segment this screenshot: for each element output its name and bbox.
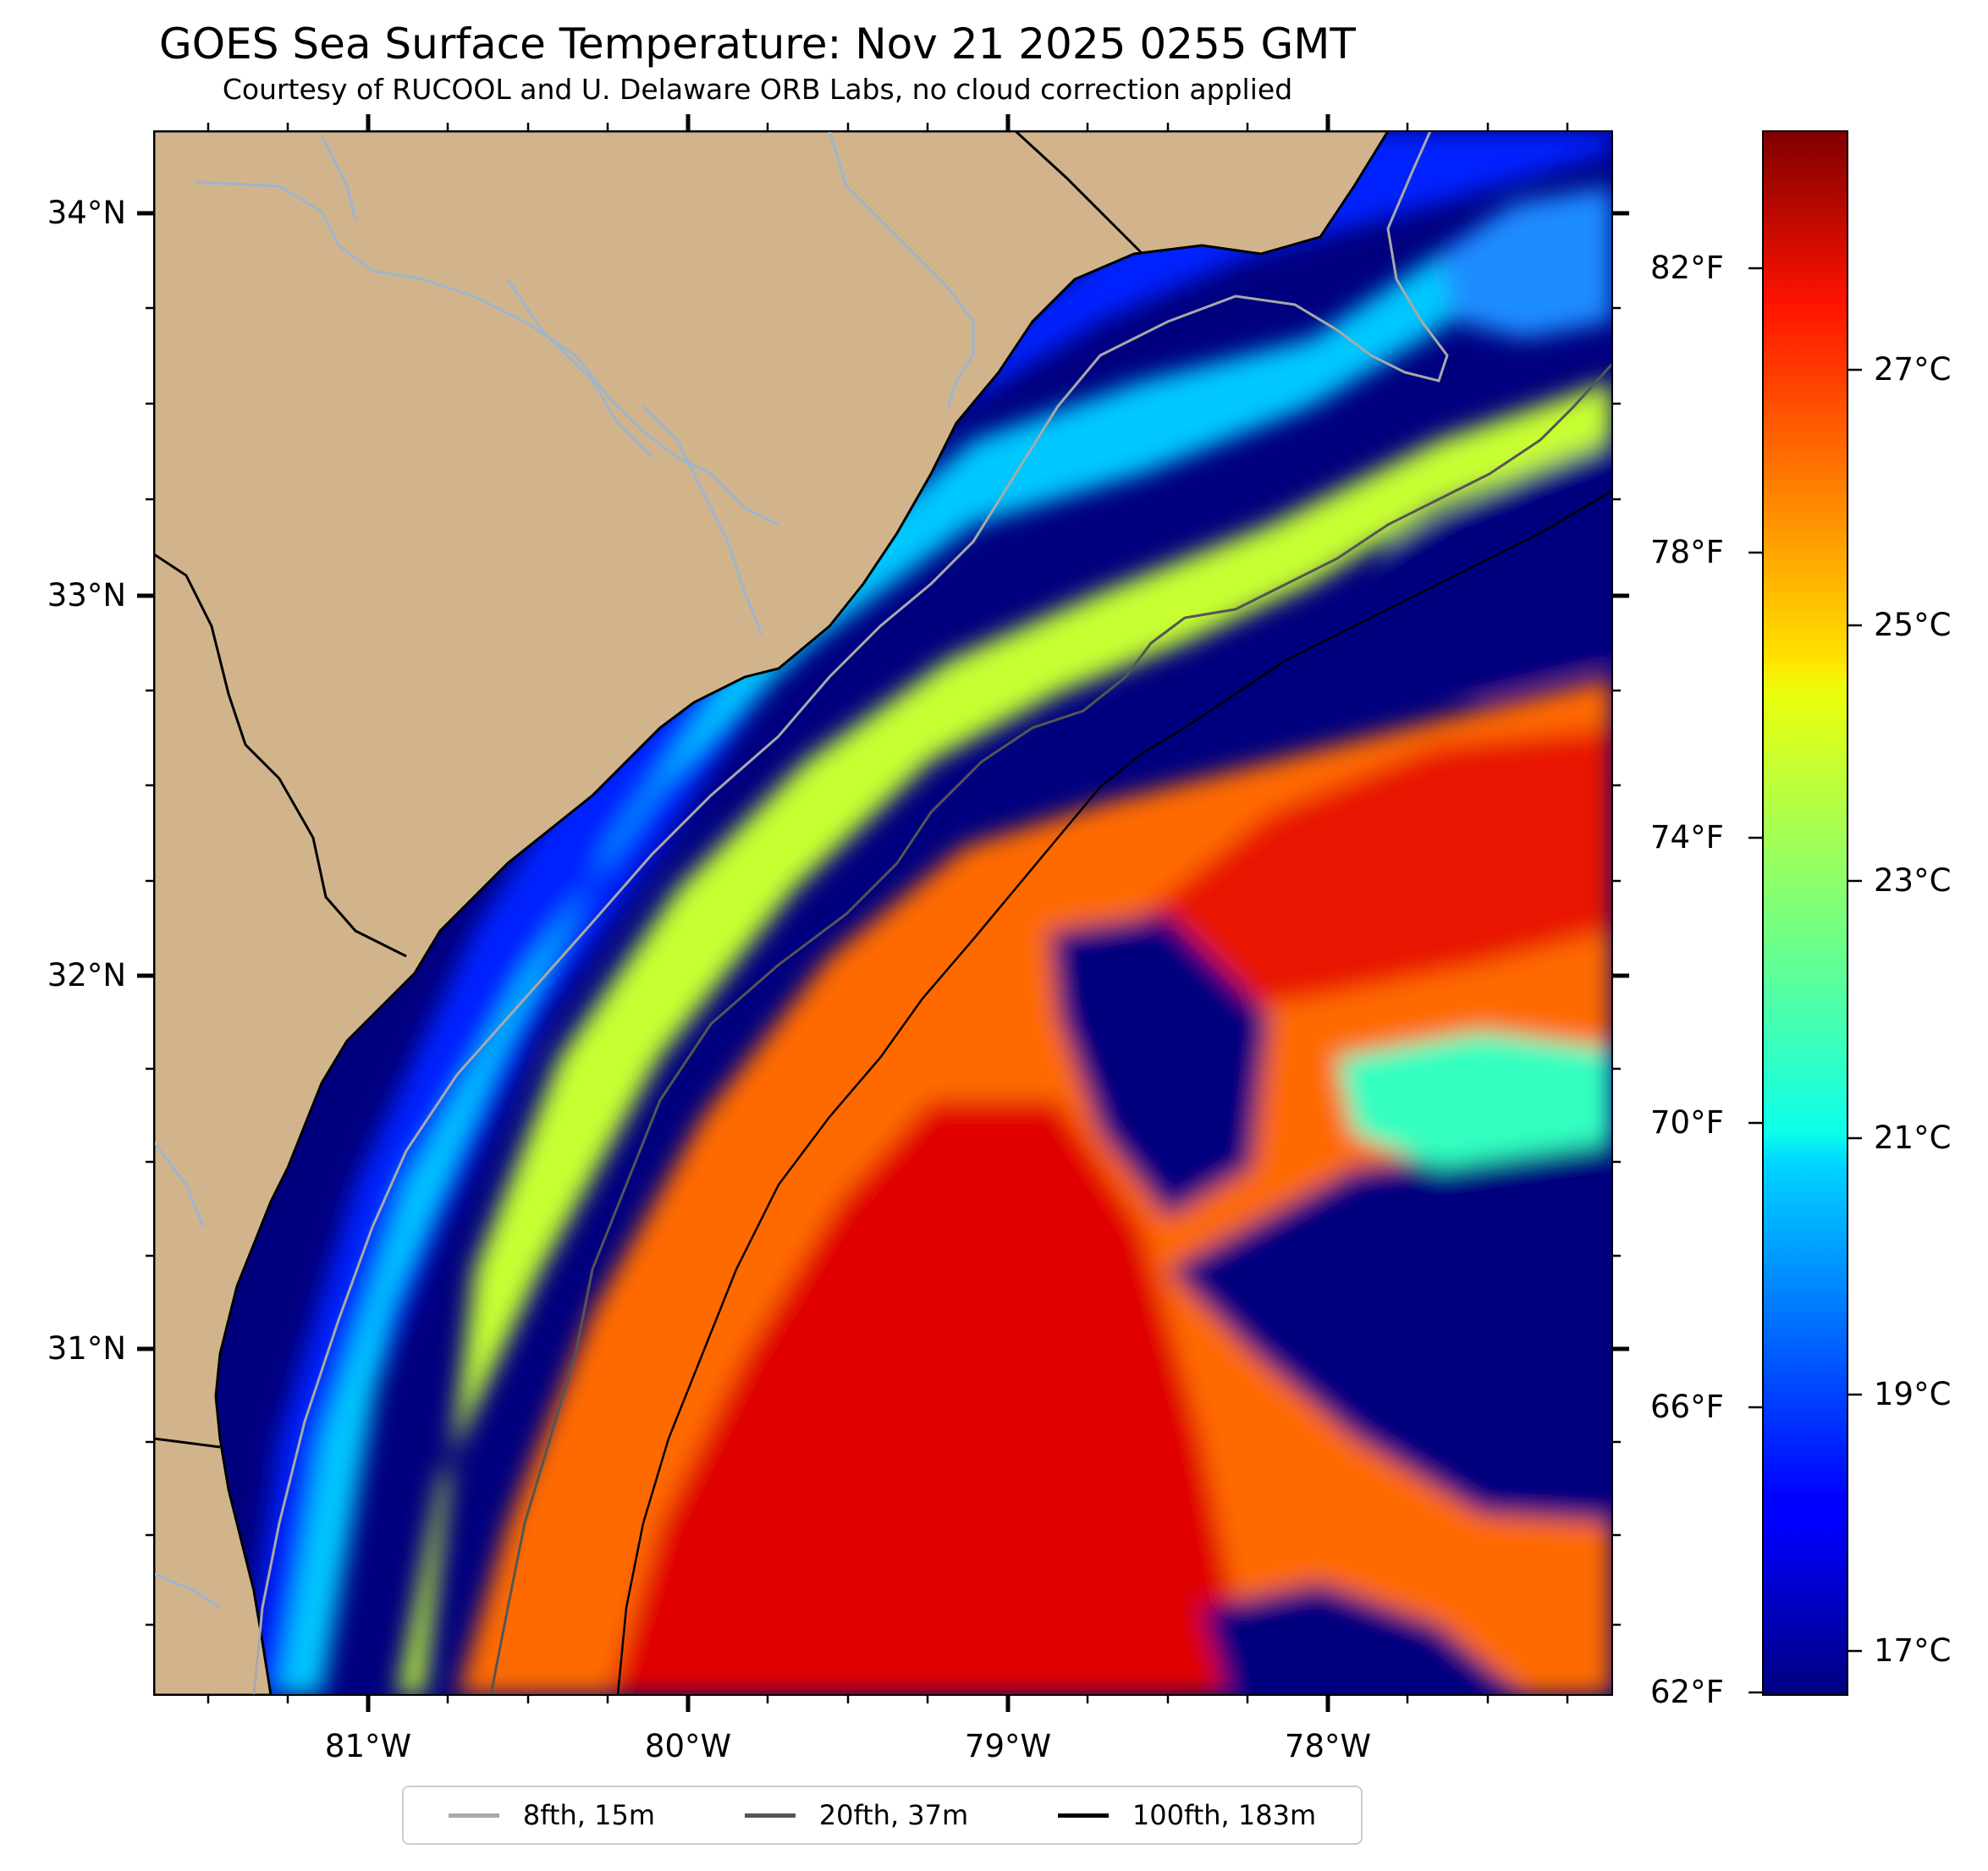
land-mass xyxy=(154,131,1390,1695)
legend-item-8fth: 8fth, 15m xyxy=(448,1799,655,1831)
chart-subtitle: Courtesy of RUCOOL and U. Delaware ORB L… xyxy=(222,73,1293,106)
colorbar-label-74f: 74°F xyxy=(1650,819,1724,856)
legend-item-20fth: 20fth, 37m xyxy=(744,1799,969,1831)
minor-ticks xyxy=(146,123,1621,1703)
legend-swatch-100fth xyxy=(1057,1813,1109,1818)
isobath-100fth xyxy=(616,489,1612,1695)
isobath-8fth xyxy=(252,131,1449,1695)
colorbar-label-62f: 62°F xyxy=(1650,1674,1724,1710)
sst-field xyxy=(245,131,1612,1695)
colorbar xyxy=(1762,130,1848,1696)
legend-item-100fth: 100fth, 183m xyxy=(1057,1799,1317,1831)
rivers xyxy=(154,131,975,1610)
lon-label-80: 80°W xyxy=(644,1728,732,1764)
colorbar-label-78f: 78°F xyxy=(1650,534,1724,570)
legend-label-20fth: 20fth, 37m xyxy=(818,1799,969,1831)
colorbar-label-25c: 25°C xyxy=(1874,607,1952,643)
colorbar-label-66f: 66°F xyxy=(1650,1389,1724,1425)
lat-label-31: 31°N xyxy=(47,1330,126,1367)
isobath-20fth xyxy=(489,362,1612,1695)
lat-label-32: 32°N xyxy=(47,957,126,993)
colorbar-label-82f: 82°F xyxy=(1650,250,1724,286)
colorbar-label-27c: 27°C xyxy=(1874,351,1952,388)
lat-label-33: 33°N xyxy=(47,577,126,614)
legend-swatch-8fth xyxy=(448,1813,499,1818)
major-ticks xyxy=(137,114,1629,1712)
colorbar-label-19c: 19°C xyxy=(1874,1376,1952,1412)
lat-label-34: 34°N xyxy=(47,195,126,231)
chart-title: GOES Sea Surface Temperature: Nov 21 202… xyxy=(159,19,1356,69)
legend-label-100fth: 100fth, 183m xyxy=(1132,1799,1317,1831)
lon-label-79: 79°W xyxy=(964,1728,1052,1764)
colorbar-label-21c: 21°C xyxy=(1874,1120,1952,1156)
legend: 8fth, 15m 20fth, 37m 100fth, 183m xyxy=(402,1786,1363,1845)
state-borders xyxy=(154,131,1144,1449)
lon-label-81: 81°W xyxy=(324,1728,412,1764)
isobaths xyxy=(252,131,1612,1695)
colorbar-label-23c: 23°C xyxy=(1874,862,1952,899)
map-frame xyxy=(153,130,1613,1696)
legend-swatch-20fth xyxy=(744,1813,796,1818)
map-area xyxy=(154,131,1612,1695)
lon-label-78: 78°W xyxy=(1284,1728,1372,1764)
colorbar-label-70f: 70°F xyxy=(1650,1104,1724,1141)
colorbar-ticks xyxy=(1748,267,1862,1694)
colorbar-label-17c: 17°C xyxy=(1874,1632,1952,1669)
legend-label-8fth: 8fth, 15m xyxy=(522,1799,655,1831)
